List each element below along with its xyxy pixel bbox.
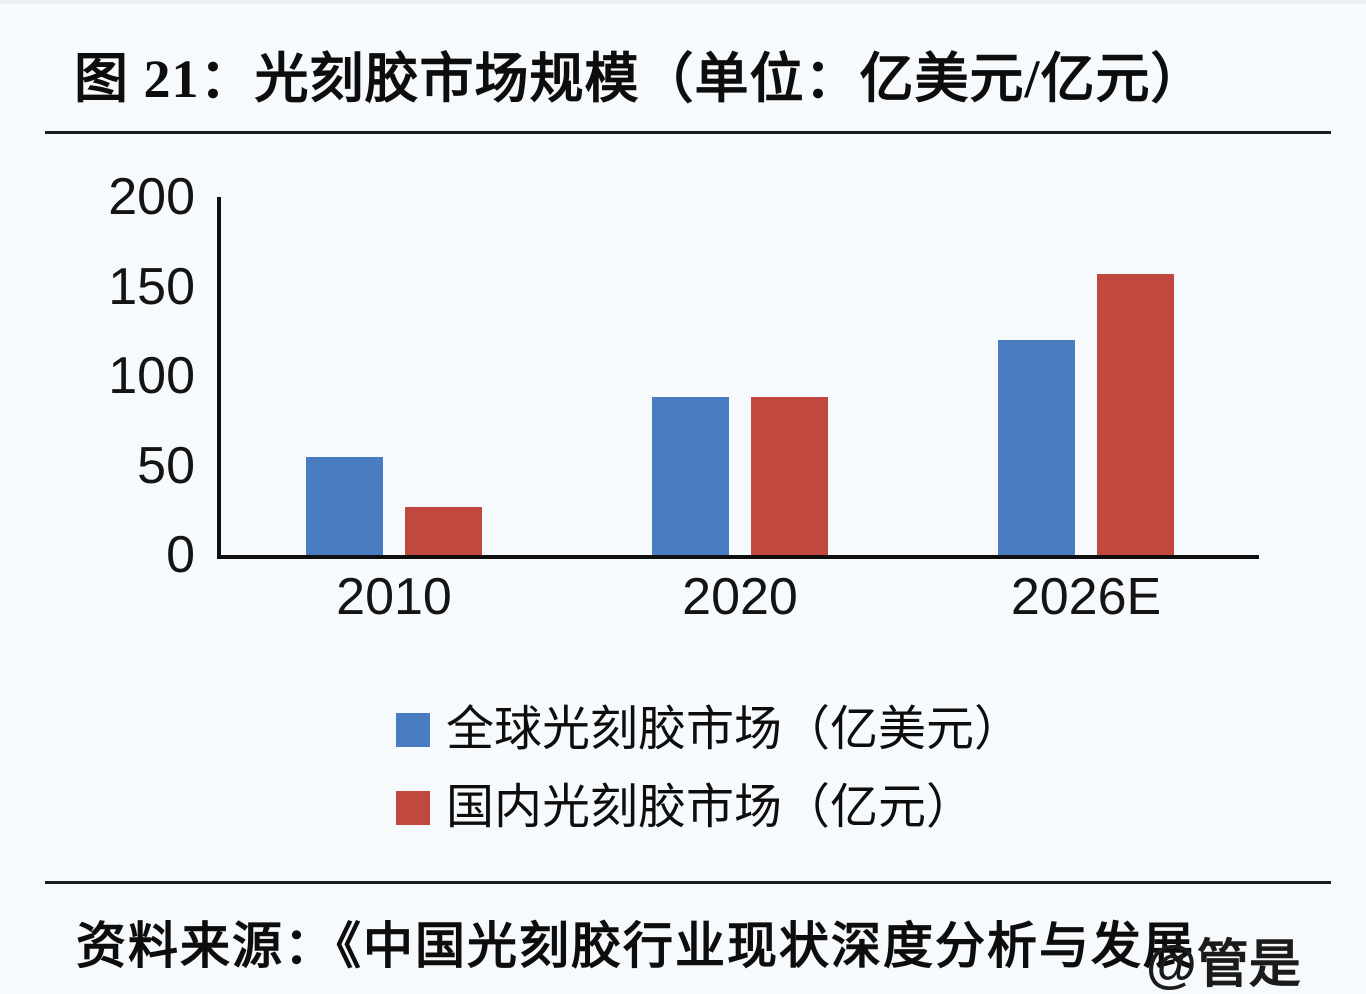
bar-chart-plot-area: 0 50 100 150 200 2010 2020 2026E [108,171,1259,623]
title-divider-line [45,131,1331,134]
legend-swatch-icon [396,791,430,825]
x-axis-category-label: 2020 [682,568,798,626]
x-axis-category-label: 2026E [1010,568,1162,626]
legend-swatch-icon [396,713,430,747]
legend-label: 国内光刻胶市场（亿元） [446,781,975,834]
source-divider-line [45,881,1331,884]
x-axis-category-label: 2010 [336,568,452,626]
chart-legend: 全球光刻胶市场（亿美元） 国内光刻胶市场（亿元） [396,702,1022,836]
bar-global-2020 [652,397,729,555]
watermark-text: @管是 [1146,936,1301,994]
y-axis-tick-label: 0 [166,526,195,584]
y-axis-tick-label: 100 [108,347,195,405]
legend-item-global: 全球光刻胶市场（亿美元） [396,702,1022,758]
bar-domestic-2020 [751,397,828,555]
bar-domestic-2026E [1097,274,1174,555]
y-axis-tick-label: 150 [108,257,195,316]
legend-label: 全球光刻胶市场（亿美元） [446,703,1023,756]
legend-item-domestic: 国内光刻胶市场（亿元） [396,780,1022,836]
figure-title: 图 21：光刻胶市场规模（单位：亿美元/亿元） [74,49,1206,109]
bar-global-2010 [306,457,383,555]
source-citation: 资料来源：《中国光刻胶行业现状深度分析与发展 [76,918,1195,974]
y-axis-tick-label: 200 [108,168,195,226]
y-axis-tick-label: 50 [137,436,195,495]
bar-global-2026E [998,340,1075,555]
bar-domestic-2010 [405,507,482,555]
